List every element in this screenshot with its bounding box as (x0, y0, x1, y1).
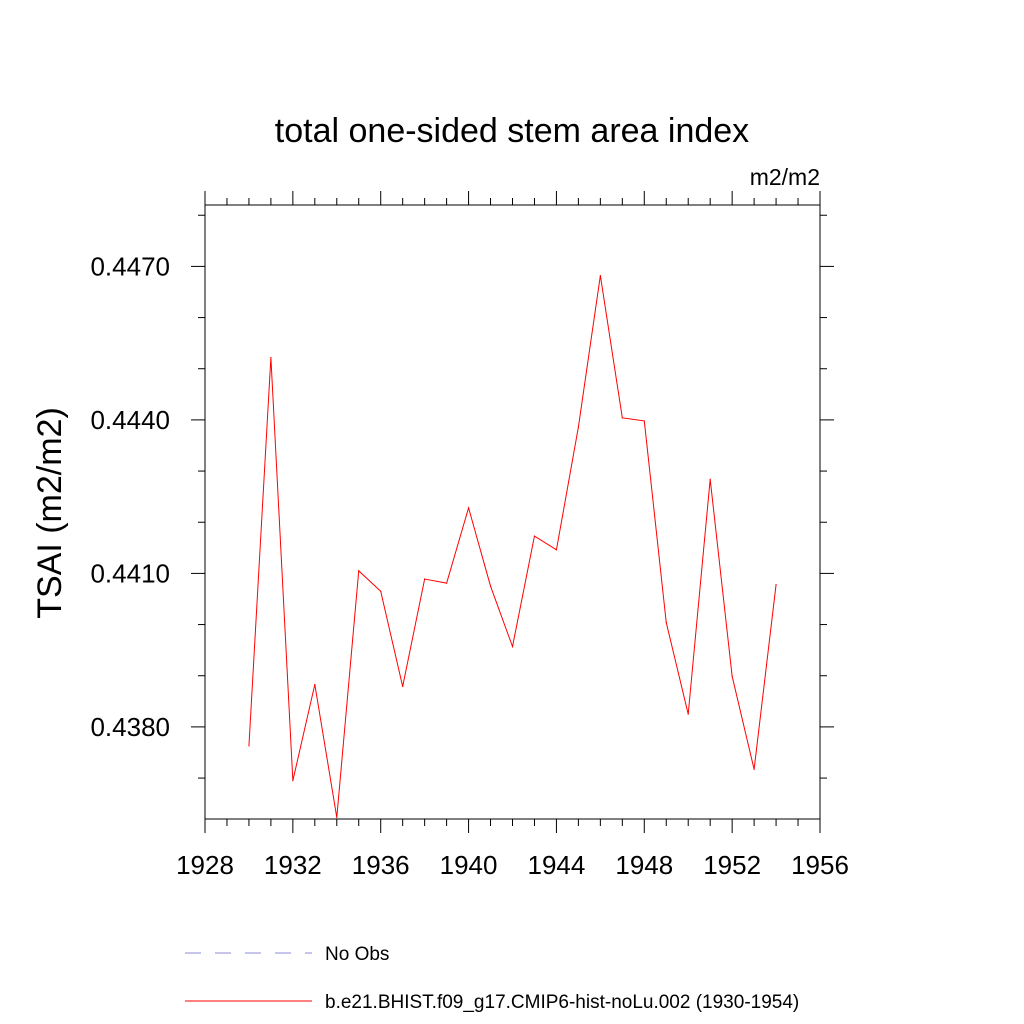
legend-label-model-run: b.e21.BHIST.f09_g17.CMIP6-hist-noLu.002 … (325, 992, 799, 1013)
y-axis-title: TSAI (m2/m2) (31, 407, 69, 619)
data-point (292, 780, 294, 782)
x-tick-label: 1936 (352, 850, 410, 880)
y-tick-label: 0.4440 (90, 405, 170, 435)
legend: No Obs b.e21.BHIST.f09_g17.CMIP6-hist-no… (185, 944, 799, 1013)
x-tick-label: 1932 (264, 850, 322, 880)
data-point (489, 585, 492, 587)
data-point (687, 713, 689, 715)
x-tick-label: 1928 (176, 850, 234, 880)
data-point (709, 478, 711, 480)
series-line-0 (248, 275, 777, 818)
data-point (643, 420, 645, 422)
data-point (731, 675, 733, 677)
x-tick-label: 1940 (440, 850, 498, 880)
data-point (270, 356, 272, 359)
data-point (533, 535, 536, 537)
data-point (753, 768, 755, 770)
x-tick-labels: 1928 1932 1936 1940 1944 1948 1952 1956 (176, 850, 849, 880)
chart-title: total one-sided stem area index (275, 112, 749, 150)
data-point (467, 507, 470, 509)
data-point (577, 426, 579, 428)
data-point (599, 275, 601, 277)
y-tick-labels: 0.4380 0.4410 0.4440 0.4470 (90, 251, 170, 742)
x-tick-label: 1952 (703, 850, 761, 880)
data-point (775, 584, 777, 586)
x-tick-label: 1956 (791, 850, 849, 880)
legend-label-no-obs: No Obs (325, 944, 389, 965)
x-tick-label: 1944 (528, 850, 586, 880)
data-point (380, 590, 382, 592)
data-point (621, 417, 623, 419)
data-point (446, 582, 448, 584)
data-point (402, 685, 404, 688)
data-point (248, 745, 250, 747)
data-point (511, 645, 514, 648)
plot-frame (204, 204, 821, 820)
data-point (358, 570, 360, 572)
data-point (424, 578, 426, 580)
axis-ticks (191, 191, 834, 833)
data-series (248, 275, 777, 819)
y-tick-label: 0.4380 (90, 712, 170, 742)
data-point (665, 621, 667, 624)
data-point (336, 816, 338, 819)
units-label: m2/m2 (750, 164, 820, 190)
y-tick-label: 0.4410 (90, 558, 170, 588)
data-point (555, 549, 558, 551)
data-point (314, 683, 316, 686)
x-tick-label: 1948 (615, 850, 673, 880)
y-tick-label: 0.4470 (90, 251, 170, 281)
